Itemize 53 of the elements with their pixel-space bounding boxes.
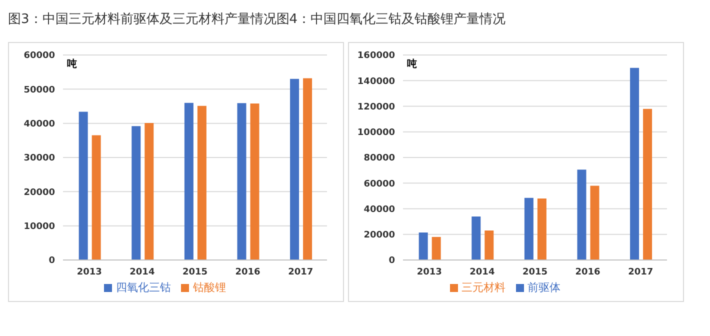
y-tick-label: 40000 bbox=[364, 204, 395, 215]
y-tick-label: 140000 bbox=[357, 76, 395, 87]
x-tick-label: 2015 bbox=[182, 267, 208, 278]
y-tick-label: 160000 bbox=[357, 51, 395, 62]
bar bbox=[303, 78, 312, 260]
legend-label: 四氧化三钴 bbox=[116, 281, 171, 294]
y-tick-label: 60000 bbox=[364, 179, 395, 190]
y-axis-title: 吨 bbox=[407, 58, 417, 71]
y-tick-label: 20000 bbox=[24, 188, 55, 198]
bar bbox=[144, 122, 154, 260]
bar bbox=[537, 198, 546, 260]
x-tick-label: 2015 bbox=[522, 267, 548, 278]
bar bbox=[630, 68, 640, 260]
bar bbox=[92, 135, 101, 260]
y-tick-label: 40000 bbox=[24, 120, 55, 130]
x-tick-label: 2017 bbox=[288, 267, 314, 278]
y-tick-label: 0 bbox=[48, 256, 55, 266]
y-tick-label: 20000 bbox=[364, 230, 395, 241]
y-tick-label: 10000 bbox=[24, 222, 55, 232]
bar bbox=[577, 170, 586, 260]
y-tick-label: 80000 bbox=[364, 154, 395, 164]
x-tick-label: 2014 bbox=[130, 267, 155, 278]
bar bbox=[290, 78, 300, 260]
x-tick-label: 2013 bbox=[416, 267, 442, 278]
x-tick-label: 2016 bbox=[235, 267, 260, 278]
x-tick-label: 2013 bbox=[76, 267, 102, 278]
y-tick-label: 30000 bbox=[24, 154, 55, 164]
bar bbox=[250, 104, 260, 260]
legend-label: 三元材料 bbox=[462, 281, 506, 294]
bar bbox=[590, 186, 600, 260]
y-tick-label: 120000 bbox=[357, 102, 395, 112]
y-tick-label: 0 bbox=[388, 256, 395, 266]
bar bbox=[432, 236, 441, 260]
bar bbox=[197, 106, 206, 260]
y-tick-label: 50000 bbox=[24, 85, 55, 96]
bar bbox=[472, 216, 481, 260]
y-tick-label: 60000 bbox=[24, 51, 55, 62]
chart-title: 图3：中国三元材料前驱体及三元材料产量情况图4：中国四氧化三钴及钴酸锂产量情况 bbox=[8, 12, 506, 27]
legend-label: 钴酸锂 bbox=[193, 281, 226, 294]
bar bbox=[184, 102, 194, 260]
bar bbox=[78, 112, 88, 260]
x-tick-label: 2016 bbox=[575, 267, 600, 278]
x-tick-label: 2014 bbox=[470, 267, 495, 278]
y-axis-title: 吨 bbox=[67, 58, 77, 71]
bar bbox=[418, 232, 428, 260]
bar bbox=[524, 198, 534, 260]
x-tick-label: 2017 bbox=[628, 267, 654, 278]
bar bbox=[484, 230, 494, 260]
bar bbox=[237, 103, 246, 260]
y-tick-label: 100000 bbox=[357, 128, 395, 138]
bar bbox=[643, 108, 652, 260]
legend-label: 前驱体 bbox=[528, 281, 560, 294]
bar bbox=[132, 126, 141, 260]
